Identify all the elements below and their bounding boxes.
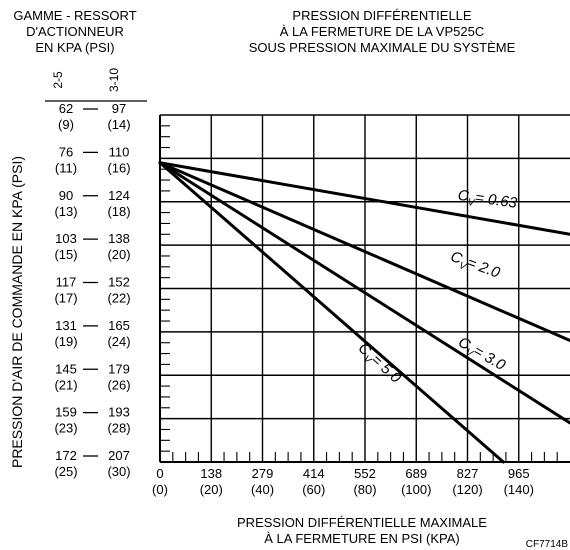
y-tick-label-2-5-kpa: 145 <box>55 361 77 376</box>
x-tick-label-psi: (100) <box>401 482 431 497</box>
y-tick-label-2-5-kpa: 62 <box>59 101 73 116</box>
y-tick-label-2-5-psi: (15) <box>54 247 77 262</box>
series-line-1 <box>158 161 570 343</box>
series-label-suffix: = 0.63 <box>474 189 519 212</box>
y-tick-label-3-10-psi: (30) <box>107 464 130 479</box>
y-tick-label-2-5-kpa: 76 <box>59 144 73 159</box>
y-tick-label-3-10-psi: (24) <box>107 334 130 349</box>
x-axis-labels: 0(0) 138(20) 279(40) 414(60) 552(80) 689(100)… <box>152 466 534 497</box>
series-label-1: CV= 2.0 <box>447 248 503 285</box>
series-label-prefix: C <box>457 187 470 205</box>
y-tick-label-3-10-kpa: 179 <box>108 361 130 376</box>
y-tick-label-3-10-kpa: 152 <box>108 275 130 290</box>
y-tick-label-3-10-kpa: 207 <box>108 448 130 463</box>
actuator-column-label-3-10: 3-10 <box>107 68 121 92</box>
y-tick-label-2-5-psi: (23) <box>54 421 77 436</box>
series-label-subscript: V <box>457 260 468 273</box>
y-tick-label-3-10-kpa: 165 <box>108 318 130 333</box>
x-axis-title-line2: À LA FERMETURE EN PSI (KPA) <box>264 531 460 546</box>
series-label-3: CV= 5.0 <box>353 340 405 390</box>
y-axis-labels: 62(9) 97(14) 76(11) 110(16) 90(13) 124(18) 103… <box>54 101 130 479</box>
actuator-header-line3: EN KPA (PSI) <box>35 40 114 55</box>
y-tick-label-3-10-psi: (22) <box>107 291 130 306</box>
chart-title: PRESSION DIFFÉRENTIELLE À LA FERMETURE D… <box>249 8 516 55</box>
x-tick-label-kpa: 827 <box>457 466 479 481</box>
y-tick-label-2-5-kpa: 90 <box>59 188 73 203</box>
y-tick-label-2-5-psi: (21) <box>54 377 77 392</box>
y-tick-label-2-5-psi: (9) <box>58 117 74 132</box>
x-tick-label-kpa: 965 <box>508 466 530 481</box>
y-tick-label-2-5-kpa: 159 <box>55 405 77 420</box>
x-tick-label-psi: (80) <box>353 482 376 497</box>
x-tick-label-psi: (40) <box>251 482 274 497</box>
actuator-header-line2: D'ACTIONNEUR <box>26 24 124 39</box>
actuator-header-line1: GAMME - RESSORT <box>13 8 136 23</box>
series-lines <box>158 161 570 464</box>
y-tick-label-2-5-psi: (11) <box>55 160 77 175</box>
actuator-spring-range-header: GAMME - RESSORT D'ACTIONNEUR EN KPA (PSI… <box>13 8 136 92</box>
y-tick-label-2-5-kpa: 103 <box>55 231 77 246</box>
x-tick-label-psi: (20) <box>200 482 223 497</box>
plot-grid <box>159 114 570 463</box>
y-tick-label-2-5-psi: (19) <box>54 334 77 349</box>
x-tick-label-kpa: 138 <box>200 466 222 481</box>
y-tick-label-3-10-psi: (14) <box>107 117 130 132</box>
x-axis-title: PRESSION DIFFÉRENTIELLE MAXIMALE À LA FE… <box>237 515 487 546</box>
y-tick-label-2-5-psi: (13) <box>54 204 77 219</box>
series-label-suffix: = 5.0 <box>368 351 405 387</box>
series-label-suffix: = 3.0 <box>470 342 508 374</box>
x-tick-label-psi: (140) <box>504 482 534 497</box>
series-label-subscript: V <box>467 197 476 209</box>
y-tick-label-3-10-psi: (18) <box>107 204 130 219</box>
y-tick-label-3-10-psi: (28) <box>107 421 130 436</box>
y-tick-label-2-5-kpa: 117 <box>56 275 77 290</box>
actuator-column-label-2-5: 2-5 <box>51 71 65 89</box>
x-tick-label-psi: (0) <box>152 482 168 497</box>
y-tick-label-3-10-kpa: 138 <box>108 231 130 246</box>
chart-title-line3: SOUS PRESSION MAXIMALE DU SYSTÈME <box>249 40 516 55</box>
x-tick-label-kpa: 689 <box>405 466 427 481</box>
x-tick-label-kpa: 0 <box>156 466 163 481</box>
chart-title-line2: À LA FERMETURE DE LA VP525C <box>280 24 484 39</box>
y-tick-label-2-5-kpa: 172 <box>55 448 77 463</box>
x-tick-label-kpa: 279 <box>252 466 274 481</box>
y-tick-label-2-5-psi: (17) <box>54 291 77 306</box>
y-tick-label-3-10-psi: (26) <box>107 377 130 392</box>
series-line-2 <box>158 161 570 425</box>
y-axis-title: PRESSION D'AIR DE COMMANDE EN KPA (PSI) <box>9 156 25 468</box>
y-tick-label-2-5-kpa: 131 <box>55 318 77 333</box>
series-label-0: CV= 0.63 <box>456 187 518 215</box>
x-tick-label-kpa: 552 <box>354 466 376 481</box>
x-tick-label-kpa: 414 <box>303 466 325 481</box>
y-tick-label-3-10-kpa: 97 <box>112 101 126 116</box>
y-tick-label-3-10-psi: (16) <box>107 160 130 175</box>
series-line-3 <box>158 161 505 464</box>
series-line-0 <box>158 161 570 236</box>
y-tick-label-3-10-kpa: 124 <box>108 188 130 203</box>
catalog-code: CF7714B <box>526 539 569 550</box>
y-tick-label-3-10-kpa: 110 <box>109 144 130 159</box>
y-tick-label-3-10-psi: (20) <box>107 247 130 262</box>
series-label-suffix: = 2.0 <box>465 254 503 282</box>
x-tick-label-psi: (60) <box>302 482 325 497</box>
y-tick-label-3-10-kpa: 193 <box>108 405 130 420</box>
x-axis-title-line1: PRESSION DIFFÉRENTIELLE MAXIMALE <box>237 515 487 530</box>
x-tick-label-psi: (120) <box>452 482 482 497</box>
y-tick-label-2-5-psi: (25) <box>54 464 77 479</box>
chart-title-line1: PRESSION DIFFÉRENTIELLE <box>292 8 471 23</box>
